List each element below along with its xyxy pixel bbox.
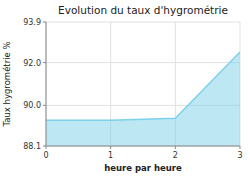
grid-line-y [46, 62, 240, 63]
y-tick-label: 92.0 [23, 59, 41, 68]
y-axis-label: Taux hygrométrie % [2, 41, 12, 127]
x-tick [240, 146, 241, 149]
y-tick [43, 22, 46, 23]
grid-line-y [46, 146, 240, 147]
chart-container: 88.1 90.0 92.0 93.9 0 1 2 3 Evolution du taux d'… [0, 0, 250, 188]
area-line [46, 52, 240, 120]
x-axis-line [46, 146, 240, 147]
x-tick-label: 0 [43, 151, 48, 160]
x-tick-label: 1 [108, 151, 113, 160]
y-tick [43, 62, 46, 63]
area-fill [46, 52, 240, 146]
y-axis-line [46, 22, 47, 146]
title: Evolution du taux d'hygrométrie [58, 4, 228, 16]
grid [46, 22, 240, 146]
grid-line-y [46, 22, 240, 23]
y-tick [43, 105, 46, 106]
x-tick [46, 146, 47, 149]
plot-area [46, 52, 240, 146]
grid-line-x [46, 22, 47, 146]
y-tick-label: 93.9 [23, 18, 41, 27]
chart-svg: 88.1 90.0 92.0 93.9 0 1 2 3 Evolution du taux d'… [0, 0, 250, 188]
axes: 88.1 90.0 92.0 93.9 0 1 2 3 [23, 18, 242, 160]
x-tick-label: 2 [173, 151, 178, 160]
y-tick-label: 88.1 [23, 142, 41, 151]
x-tick-label: 3 [237, 151, 242, 160]
x-tick [175, 146, 176, 149]
y-tick-label: 90.0 [23, 101, 41, 110]
x-tick [110, 146, 111, 149]
x-axis-label: heure par heure [104, 163, 182, 173]
